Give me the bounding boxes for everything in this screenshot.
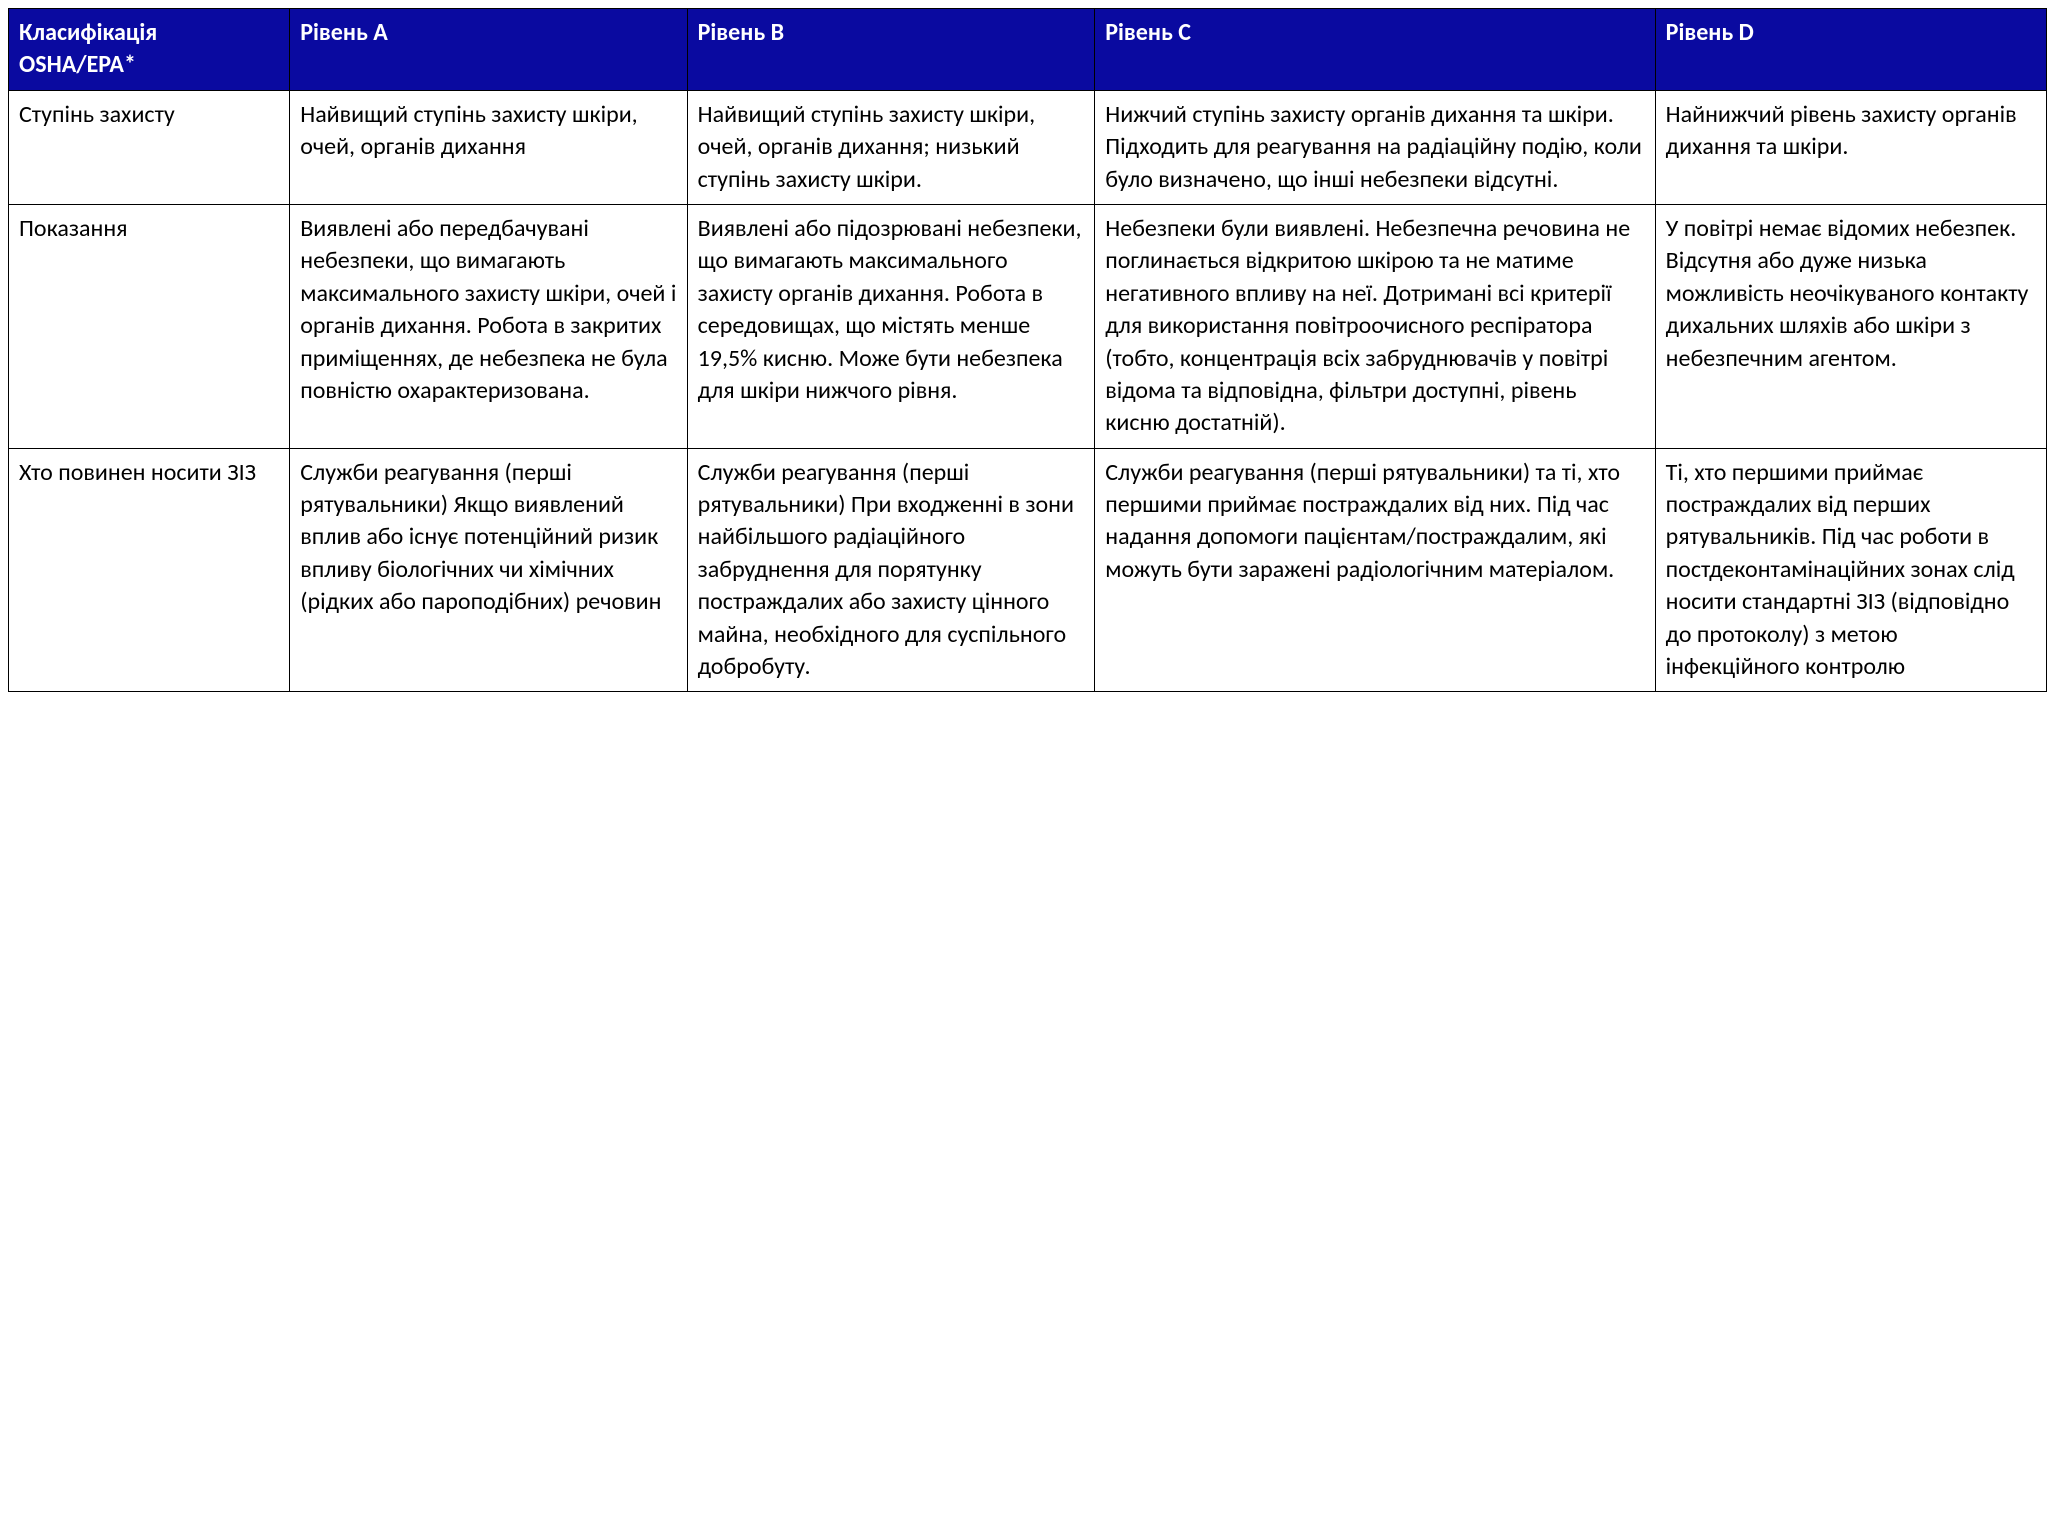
row-label: Ступінь захисту: [9, 90, 290, 204]
table-row: Показання Виявлені або передбачувані неб…: [9, 204, 2047, 448]
cell-level-d: Найнижчий рівень захисту органів дихання…: [1655, 90, 2046, 204]
header-classification: Класифікація OSHA/EPA*: [9, 9, 290, 91]
table-header-row: Класифікація OSHA/EPA* Рівень А Рівень В…: [9, 9, 2047, 91]
header-level-a: Рівень А: [290, 9, 687, 91]
cell-level-a: Виявлені або передбачувані небезпеки, що…: [290, 204, 687, 448]
row-label: Хто повинен носити ЗІЗ: [9, 448, 290, 692]
cell-level-c: Небезпеки були виявлені. Небезпечна речо…: [1095, 204, 1655, 448]
header-level-d: Рівень D: [1655, 9, 2046, 91]
cell-level-d: Ті, хто першими приймає постраждалих від…: [1655, 448, 2046, 692]
cell-level-c: Служби реагування (перші рятувальники) т…: [1095, 448, 1655, 692]
table-row: Ступінь захисту Найвищий ступінь захисту…: [9, 90, 2047, 204]
cell-level-b: Виявлені або підозрювані небезпеки, що в…: [687, 204, 1095, 448]
cell-level-a: Найвищий ступінь захисту шкіри, очей, ор…: [290, 90, 687, 204]
cell-level-b: Найвищий ступінь захисту шкіри, очей, ор…: [687, 90, 1095, 204]
header-level-c: Рівень С: [1095, 9, 1655, 91]
cell-level-c: Нижчий ступінь захисту органів дихання т…: [1095, 90, 1655, 204]
cell-level-b: Служби реагування (перші рятувальники) П…: [687, 448, 1095, 692]
table-row: Хто повинен носити ЗІЗ Служби реагування…: [9, 448, 2047, 692]
row-label: Показання: [9, 204, 290, 448]
cell-level-a: Служби реагування (перші рятувальники) Я…: [290, 448, 687, 692]
cell-level-d: У повітрі немає відомих небезпек. Відсут…: [1655, 204, 2046, 448]
header-level-b: Рівень В: [687, 9, 1095, 91]
classification-table: Класифікація OSHA/EPA* Рівень А Рівень В…: [8, 8, 2047, 692]
